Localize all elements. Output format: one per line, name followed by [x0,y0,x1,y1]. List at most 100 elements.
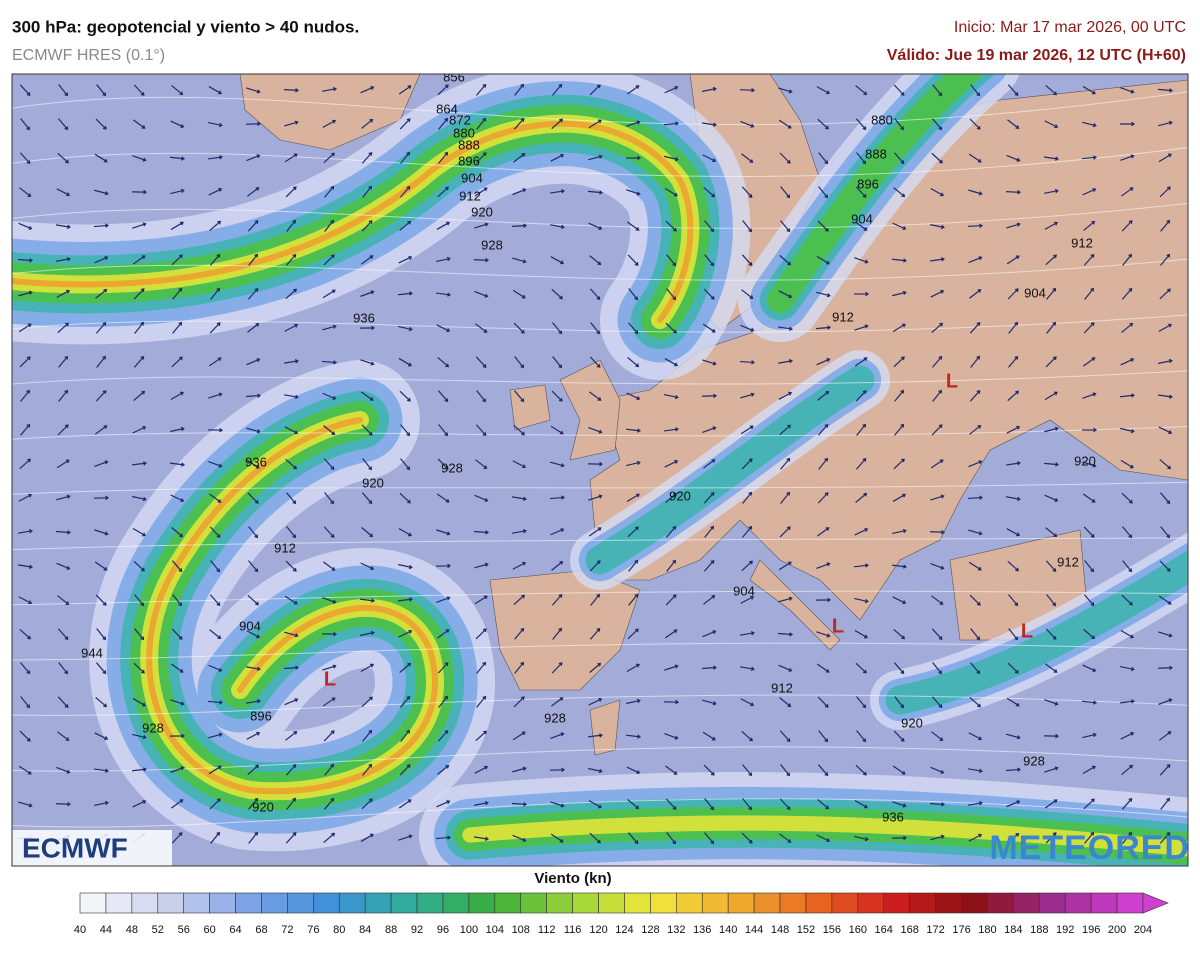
wind-arrow [1007,390,1020,402]
wind-arrow [285,731,298,741]
wind-arrow [132,697,146,707]
wind-arrow [248,253,259,266]
wind-arrow [1121,322,1134,333]
wind-arrow [19,730,31,742]
wind-arrow [170,188,185,195]
colorbar-cell [935,892,962,914]
wind-arrow [285,288,298,300]
wind-arrow [475,152,487,164]
colorbar-tick-label: 60 [204,924,216,936]
wind-arrow [1121,797,1133,810]
wind-arrow [1159,288,1171,300]
wind-arrow [702,86,717,92]
colorbar-tick-label: 84 [359,924,371,936]
colorbar-cell [390,892,418,914]
wind-arrow [1007,84,1019,96]
wind-arrow [398,85,412,95]
wind-arrow [741,289,754,299]
wind-arrow [1120,665,1135,672]
wind-arrow [208,732,223,739]
colorbar-cell [779,892,807,914]
colorbar-tick-label: 104 [486,924,504,936]
contour-label: 920 [362,475,384,490]
wind-arrow [702,154,717,163]
wind-arrow [246,154,261,162]
wind-arrow [513,322,525,334]
colorbar-cell [650,892,677,914]
wind-arrow [967,768,983,773]
wind-arrow [778,664,793,672]
colorbar-cell [209,892,236,914]
wind-arrow [56,188,71,197]
wind-arrow [627,322,639,335]
wind-arrow [1007,662,1019,674]
wind-arrow [57,696,69,708]
wind-arrow [511,496,527,501]
wind-arrow [589,84,601,96]
wind-arrow [778,290,793,299]
wind-arrow [855,85,868,96]
wind-arrow [209,220,222,232]
wind-arrow [970,84,981,97]
wind-arrow [1044,699,1059,706]
wind-arrow [777,632,794,637]
wind-arrow [133,662,145,674]
wind-arrow [893,152,905,165]
wind-arrow [398,629,413,638]
wind-arrow [1160,492,1171,505]
wind-arrow [283,665,300,670]
wind-arrow [550,461,565,468]
wind-arrow [1044,799,1058,809]
contour-label: 920 [252,799,274,814]
wind-arrow [209,526,221,538]
colorbar-tick-label: 108 [512,924,530,936]
wind-arrow [133,390,146,401]
colorbar-cell [338,892,366,914]
wind-arrow [1006,496,1021,502]
wind-arrow [473,257,490,263]
colorbar-arrow [1142,892,1169,914]
wind-arrow [701,393,718,399]
wind-arrow [1044,391,1058,401]
wind-arrow [1157,665,1174,671]
wind-arrow [817,492,829,504]
contour-label: 912 [771,680,793,695]
wind-arrow [398,527,412,537]
colorbar-tick-label: 200 [1108,924,1126,936]
wind-arrow [1044,663,1058,673]
wind-arrow [1083,220,1096,231]
wind-arrow [133,288,145,300]
wind-arrow [322,596,337,604]
wind-arrow [1158,631,1173,638]
wind-arrow [361,492,373,505]
wind-arrow [739,360,756,365]
wind-arrow [626,663,640,673]
wind-arrow [741,186,753,198]
wind-arrow [474,800,489,806]
wind-arrow [1005,461,1021,466]
colorbar-tick-label: 164 [875,924,893,936]
wind-arrow [589,832,601,844]
wind-arrow [779,526,791,538]
wind-arrow [1083,322,1095,334]
wind-arrow [58,84,69,97]
jet-streams [12,74,1188,866]
wind-arrow [626,493,640,503]
wind-arrow [437,662,449,674]
wind-arrow [94,153,108,163]
wind-arrow [322,86,337,92]
wind-arrow [779,833,792,843]
wind-arrow [1046,594,1057,607]
wind-arrow [513,594,525,606]
wind-arrow [626,221,640,231]
wind-arrow [286,219,297,232]
wind-arrow [663,427,679,432]
wind-arrow [284,323,299,332]
wind-arrow [436,800,451,808]
wind-arrow [513,696,525,708]
wind-arrow [20,662,31,675]
wind-arrow [550,833,564,843]
wind-arrow [512,188,527,196]
wind-arrow [780,764,791,777]
colorbar-cell [987,892,1014,914]
